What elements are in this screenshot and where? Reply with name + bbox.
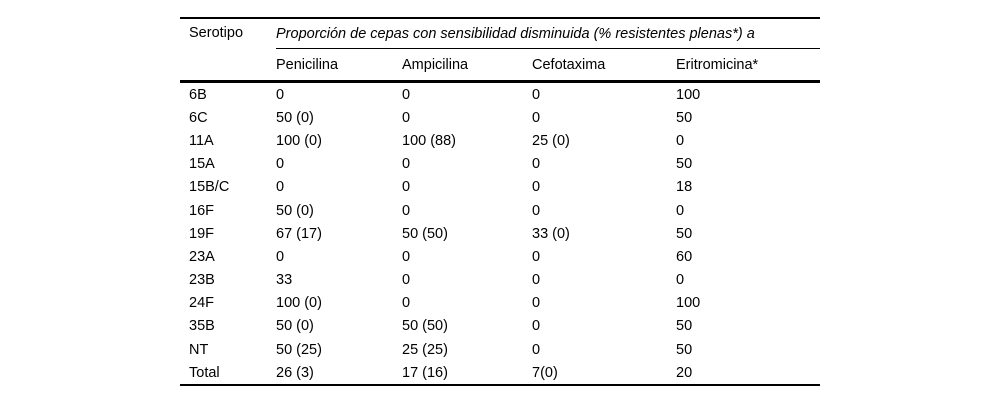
col-header-penicilina: Penicilina: [276, 48, 402, 83]
value-cell: 25 (25): [402, 341, 448, 358]
value-cell: 0: [532, 318, 541, 335]
value-cell: 33 (0): [532, 225, 570, 242]
col-header-eritromicina: Eritromicina*: [676, 48, 821, 83]
table-row: 15B/C 0 0 0 18: [180, 176, 820, 199]
value-cell: 17 (16): [402, 364, 448, 381]
value-cell: 50: [676, 156, 693, 173]
serotype-cell: 15A: [189, 156, 215, 173]
value-cell: 0: [276, 86, 285, 103]
serotype-cell: 19F: [189, 225, 214, 242]
value-cell: 0: [532, 86, 541, 103]
header-row-drugs: Penicilina Ampicilina Cefotaxima Eritromici…: [180, 48, 821, 83]
serotype-table-wrap: Serotipo Proporción de cepas con sensibi…: [180, 17, 821, 387]
value-cell: 0: [402, 86, 411, 103]
value-cell: 0: [402, 202, 411, 219]
value-cell: 0: [402, 156, 411, 173]
value-cell: 100 (0): [276, 295, 322, 312]
serotype-cell: 35B: [189, 318, 215, 335]
serotype-cell: 23B: [189, 272, 215, 289]
value-cell: 0: [276, 248, 285, 265]
table-body: 6B 0 0 0 100 6C 50 (0) 0 0 50 11A 100 (0) 100 (88) 25…: [180, 82, 820, 386]
value-cell: 0: [402, 295, 411, 312]
table-row: 11A 100 (0) 100 (88) 25 (0) 0: [180, 129, 820, 152]
value-cell: 26 (3): [276, 364, 314, 381]
serotype-cell: 6B: [189, 86, 207, 103]
value-cell: 0: [532, 156, 541, 173]
value-cell: 0: [532, 272, 541, 289]
serotype-cell: Total: [189, 364, 220, 381]
value-cell: 100 (88): [402, 132, 457, 149]
header-row-top: Serotipo Proporción de cepas con sensibi…: [180, 18, 821, 83]
serotype-cell: 15B/C: [189, 179, 230, 196]
value-cell: 20: [676, 364, 693, 381]
serotype-cell: NT: [189, 341, 209, 358]
value-cell: 100 (0): [276, 132, 322, 149]
value-cell: 0: [532, 179, 541, 196]
table-row: 23B 33 0 0 0: [180, 269, 820, 292]
value-cell: 25 (0): [532, 132, 570, 149]
value-cell: 0: [532, 341, 541, 358]
table-row: NT 50 (25) 25 (25) 0 50: [180, 338, 820, 361]
col-header-cefotaxima: Cefotaxima: [532, 48, 676, 83]
value-cell: 33: [276, 272, 293, 289]
table-row: Total 26 (3) 17 (16) 7(0) 20: [180, 361, 820, 385]
serotype-cell: 24F: [189, 295, 214, 312]
table-row: 23A 0 0 0 60: [180, 245, 820, 268]
table-row: 19F 67 (17) 50 (50) 33 (0) 50: [180, 222, 820, 245]
value-cell: 0: [402, 179, 411, 196]
value-cell: 0: [532, 202, 541, 219]
col-header-ampicilina: Ampicilina: [402, 48, 532, 83]
value-cell: 50: [676, 318, 693, 335]
value-cell: 0: [402, 109, 411, 126]
value-cell: 0: [402, 248, 411, 265]
value-cell: 7(0): [532, 364, 558, 381]
value-cell: 100: [676, 295, 701, 312]
value-cell: 100: [676, 86, 701, 103]
value-cell: 0: [676, 202, 685, 219]
value-cell: 0: [276, 156, 285, 173]
span-header: Proporción de cepas con sensibilidad dis…: [276, 18, 821, 49]
value-cell: 0: [676, 132, 685, 149]
value-cell: 60: [676, 248, 693, 265]
table-row: 15A 0 0 0 50: [180, 153, 820, 176]
col-header-serotipo: Serotipo: [180, 18, 276, 83]
serotype-cell: 23A: [189, 248, 215, 265]
serotype-table: Serotipo Proporción de cepas con sensibi…: [180, 17, 821, 387]
value-cell: 50 (0): [276, 202, 314, 219]
table-row: 6B 0 0 0 100: [180, 82, 820, 107]
value-cell: 0: [532, 248, 541, 265]
value-cell: 0: [276, 179, 285, 196]
serotype-cell: 6C: [189, 109, 208, 126]
serotype-cell: 16F: [189, 202, 214, 219]
table-row: 24F 100 (0) 0 0 100: [180, 292, 820, 315]
value-cell: 50 (0): [276, 318, 314, 335]
value-cell: 50: [676, 225, 693, 242]
value-cell: 50 (25): [276, 341, 322, 358]
value-cell: 50 (50): [402, 225, 448, 242]
value-cell: 50: [676, 341, 693, 358]
value-cell: 0: [676, 272, 685, 289]
value-cell: 0: [402, 272, 411, 289]
table-row: 6C 50 (0) 0 0 50: [180, 106, 820, 129]
value-cell: 18: [676, 179, 693, 196]
value-cell: 50: [676, 109, 693, 126]
value-cell: 50 (0): [276, 109, 314, 126]
serotype-cell: 11A: [189, 132, 214, 149]
value-cell: 0: [532, 295, 541, 312]
table-header: Serotipo Proporción de cepas con sensibi…: [180, 18, 821, 83]
value-cell: 50 (50): [402, 318, 448, 335]
table-row: 16F 50 (0) 0 0 0: [180, 199, 820, 222]
value-cell: 0: [532, 109, 541, 126]
value-cell: 67 (17): [276, 225, 322, 242]
table-row: 35B 50 (0) 50 (50) 0 50: [180, 315, 820, 338]
